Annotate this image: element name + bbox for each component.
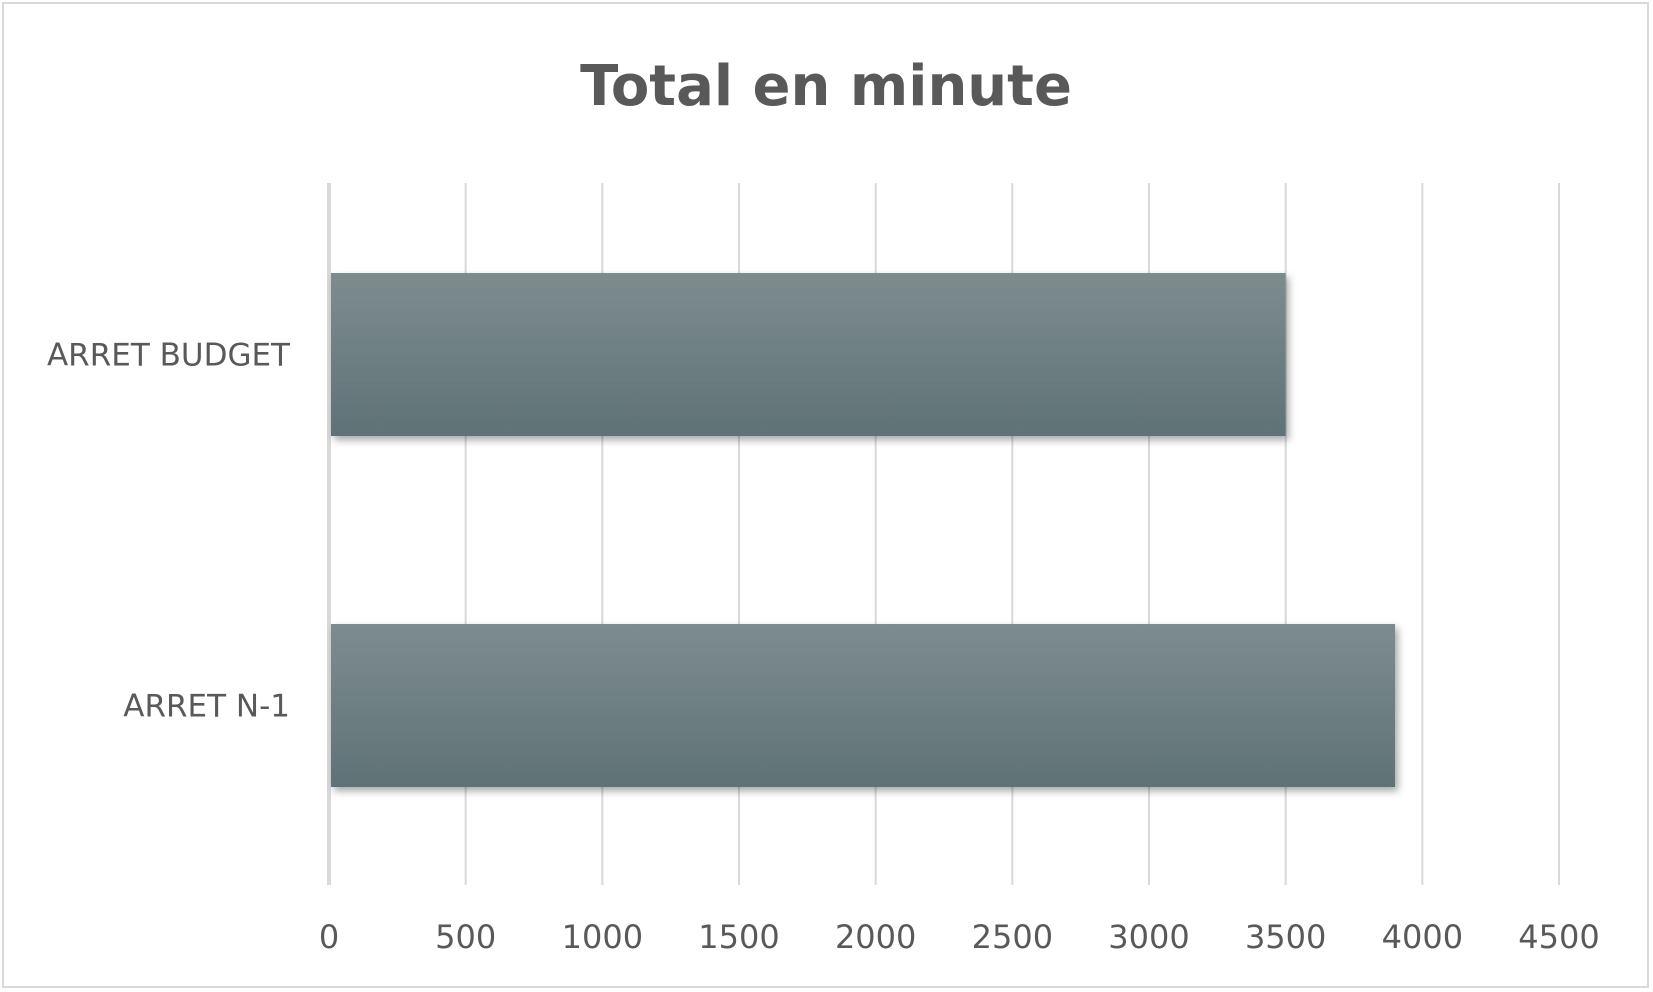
x-tick-label: 3000 [1108,918,1189,956]
x-tick-label: 1500 [698,918,779,956]
category-label: ARRET BUDGET [47,338,291,374]
x-tick-label: 500 [435,918,496,956]
x-tick-label: 0 [319,918,339,956]
x-tick-label: 2000 [835,918,916,956]
bar [331,624,1395,787]
bar-layer [331,273,1395,787]
x-axis-ticks: 0 500 1000 1500 2000 2500 3000 3500 4000 4500 [319,918,1600,956]
bar [331,273,1286,436]
x-tick-label: 4500 [1518,918,1599,956]
chart-title: Total en minute [580,54,1072,119]
x-tick-label: 1000 [562,918,643,956]
x-tick-label: 4000 [1382,918,1463,956]
x-tick-label: 2500 [972,918,1053,956]
x-tick-label: 3500 [1245,918,1326,956]
y-axis-categories: ARRET BUDGET ARRET N-1 [47,338,291,725]
category-label: ARRET N-1 [123,689,290,725]
